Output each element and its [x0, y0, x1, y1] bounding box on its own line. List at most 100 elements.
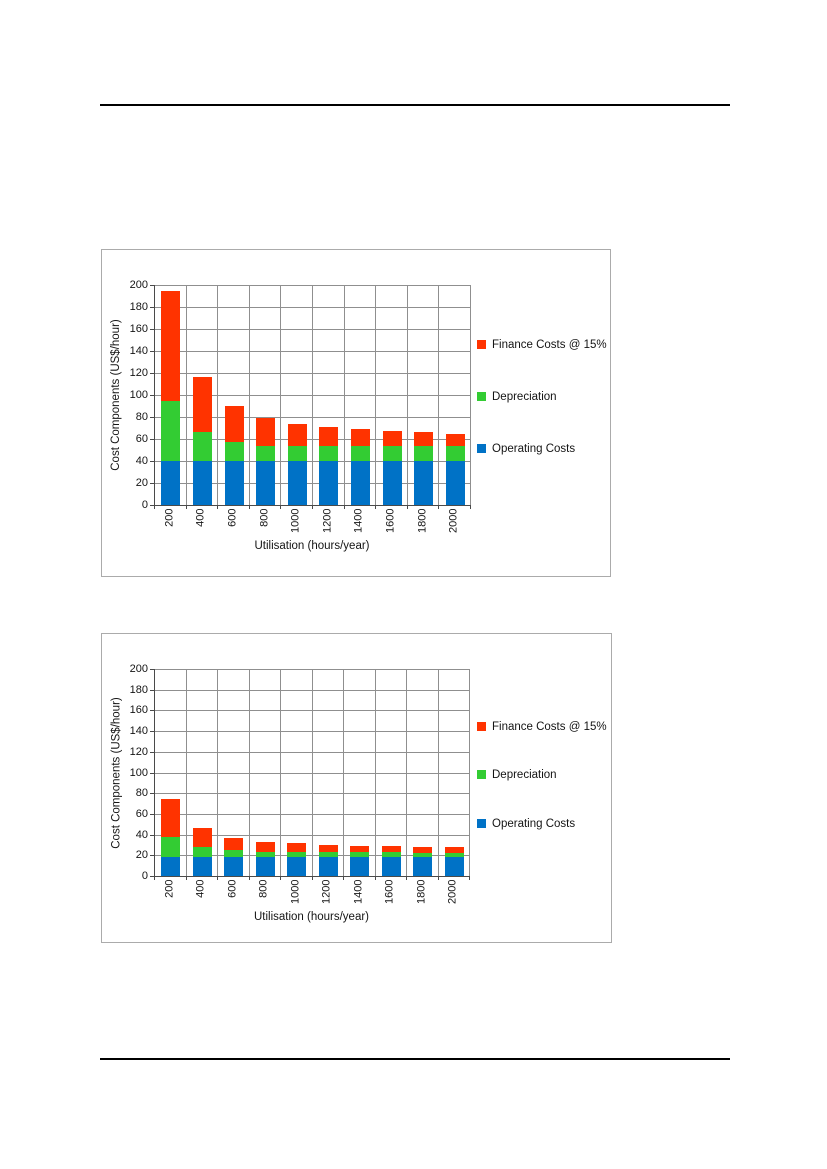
y-tick-label: 140: [129, 725, 148, 738]
x-tick-label: 1000: [289, 508, 302, 533]
y-tick-label: 80: [135, 411, 148, 423]
bar-segment-operating-costs: [287, 461, 307, 505]
y-axis-tick: [150, 813, 154, 815]
bar-segment-finance-costs-15: [381, 846, 401, 853]
bar-segment-operating-costs: [318, 857, 338, 876]
plot-area: [154, 285, 471, 506]
x-tick-label: 200: [163, 508, 176, 527]
y-axis-tick: [150, 505, 154, 506]
x-axis-tick: [154, 505, 155, 509]
x-axis-tick: [217, 505, 218, 509]
bar-segment-operating-costs: [161, 857, 181, 876]
y-tick-label: 20: [135, 849, 148, 862]
legend-swatch-finance-costs-15: [477, 722, 486, 731]
bar-segment-depreciation: [350, 445, 370, 461]
h-gridline: [155, 461, 471, 462]
x-axis-title: Utilisation (hours/year): [254, 540, 370, 552]
bar-segment-depreciation: [255, 852, 275, 858]
v-gridline: [469, 669, 470, 876]
x-tick-label: 1800: [415, 879, 428, 904]
x-tick-label: 400: [194, 508, 207, 527]
plot-area: [154, 669, 470, 877]
y-tick-label: 200: [129, 663, 148, 675]
bar-segment-depreciation: [224, 850, 244, 858]
x-tick-label: 200: [163, 879, 176, 898]
bar-segment-depreciation: [382, 445, 402, 461]
y-axis-tick: [150, 751, 154, 753]
x-axis-tick: [375, 876, 376, 880]
x-axis-tick: [154, 876, 155, 880]
bar-segment-finance-costs-15: [318, 845, 338, 853]
v-gridline: [312, 669, 313, 876]
y-axis-tick: [150, 793, 154, 795]
bar-segment-operating-costs: [255, 857, 275, 876]
bar-segment-finance-costs-15: [350, 429, 370, 446]
bottom-horizontal-rule: [100, 1058, 730, 1060]
v-gridline: [438, 285, 439, 505]
y-tick-label: 40: [135, 455, 148, 467]
bar-segment-finance-costs-15: [224, 406, 244, 443]
y-tick-label: 80: [135, 787, 148, 800]
x-axis-tick: [249, 876, 250, 880]
bar-segment-operating-costs: [192, 461, 212, 505]
legend-label: Depreciation: [492, 391, 557, 403]
y-tick-label: 120: [129, 745, 148, 758]
bar-segment-operating-costs: [319, 461, 339, 505]
bar-segment-depreciation: [381, 852, 401, 858]
y-axis-tick: [150, 307, 154, 308]
bar-segment-finance-costs-15: [255, 841, 275, 853]
x-axis-tick: [280, 505, 281, 509]
y-axis-tick: [150, 395, 154, 396]
bar-segment-depreciation: [287, 852, 307, 858]
bar-segment-finance-costs-15: [192, 377, 212, 433]
bar-segment-depreciation: [445, 445, 465, 461]
x-axis-tick: [470, 505, 471, 509]
bar-segment-finance-costs-15: [256, 418, 276, 446]
legend-item-finance-costs-15: Finance Costs @ 15%: [477, 721, 607, 733]
y-axis-tick: [150, 461, 154, 462]
bar-segment-finance-costs-15: [382, 431, 402, 446]
x-tick-label: 400: [194, 879, 207, 898]
y-axis-tick: [150, 351, 154, 352]
x-axis-tick: [469, 876, 470, 880]
bar-segment-finance-costs-15: [224, 837, 244, 851]
bar-segment-finance-costs-15: [287, 842, 307, 853]
h-gridline: [155, 439, 471, 440]
bar-segment-depreciation: [350, 852, 370, 858]
y-tick-label: 180: [129, 683, 148, 696]
bar-segment-finance-costs-15: [444, 847, 464, 854]
legend-label: Finance Costs @ 15%: [492, 339, 607, 351]
bar-segment-depreciation: [413, 853, 433, 858]
x-axis-tick: [438, 505, 439, 509]
x-axis-tick: [407, 505, 408, 509]
h-gridline: [155, 483, 471, 484]
x-tick-label: 600: [226, 879, 239, 898]
v-gridline: [249, 285, 250, 505]
top-horizontal-rule: [100, 104, 730, 106]
bar-segment-operating-costs: [444, 857, 464, 876]
x-tick-label: 1400: [352, 879, 365, 904]
y-tick-label: 100: [129, 766, 148, 779]
y-tick-label: 100: [129, 389, 148, 401]
bar-segment-finance-costs-15: [161, 290, 181, 401]
x-axis-tick: [186, 876, 187, 880]
y-axis-tick: [150, 329, 154, 330]
x-axis-tick: [280, 876, 281, 880]
v-gridline: [406, 669, 407, 876]
bar-segment-finance-costs-15: [319, 426, 339, 446]
y-tick-label: 40: [135, 828, 148, 841]
h-gridline: [155, 307, 471, 308]
bar-segment-depreciation: [224, 442, 244, 461]
y-axis-tick: [150, 731, 154, 733]
x-axis-tick: [344, 505, 345, 509]
y-tick-label: 180: [129, 301, 148, 313]
y-tick-label: 60: [135, 433, 148, 445]
y-tick-label: 60: [135, 807, 148, 820]
bar-segment-depreciation: [161, 836, 181, 858]
y-axis-tick: [150, 669, 154, 670]
bar-segment-finance-costs-15: [192, 828, 212, 847]
legend-item-depreciation: Depreciation: [477, 391, 557, 403]
x-tick-label: 1200: [321, 508, 334, 533]
legend-item-finance-costs-15: Finance Costs @ 15%: [477, 339, 607, 351]
